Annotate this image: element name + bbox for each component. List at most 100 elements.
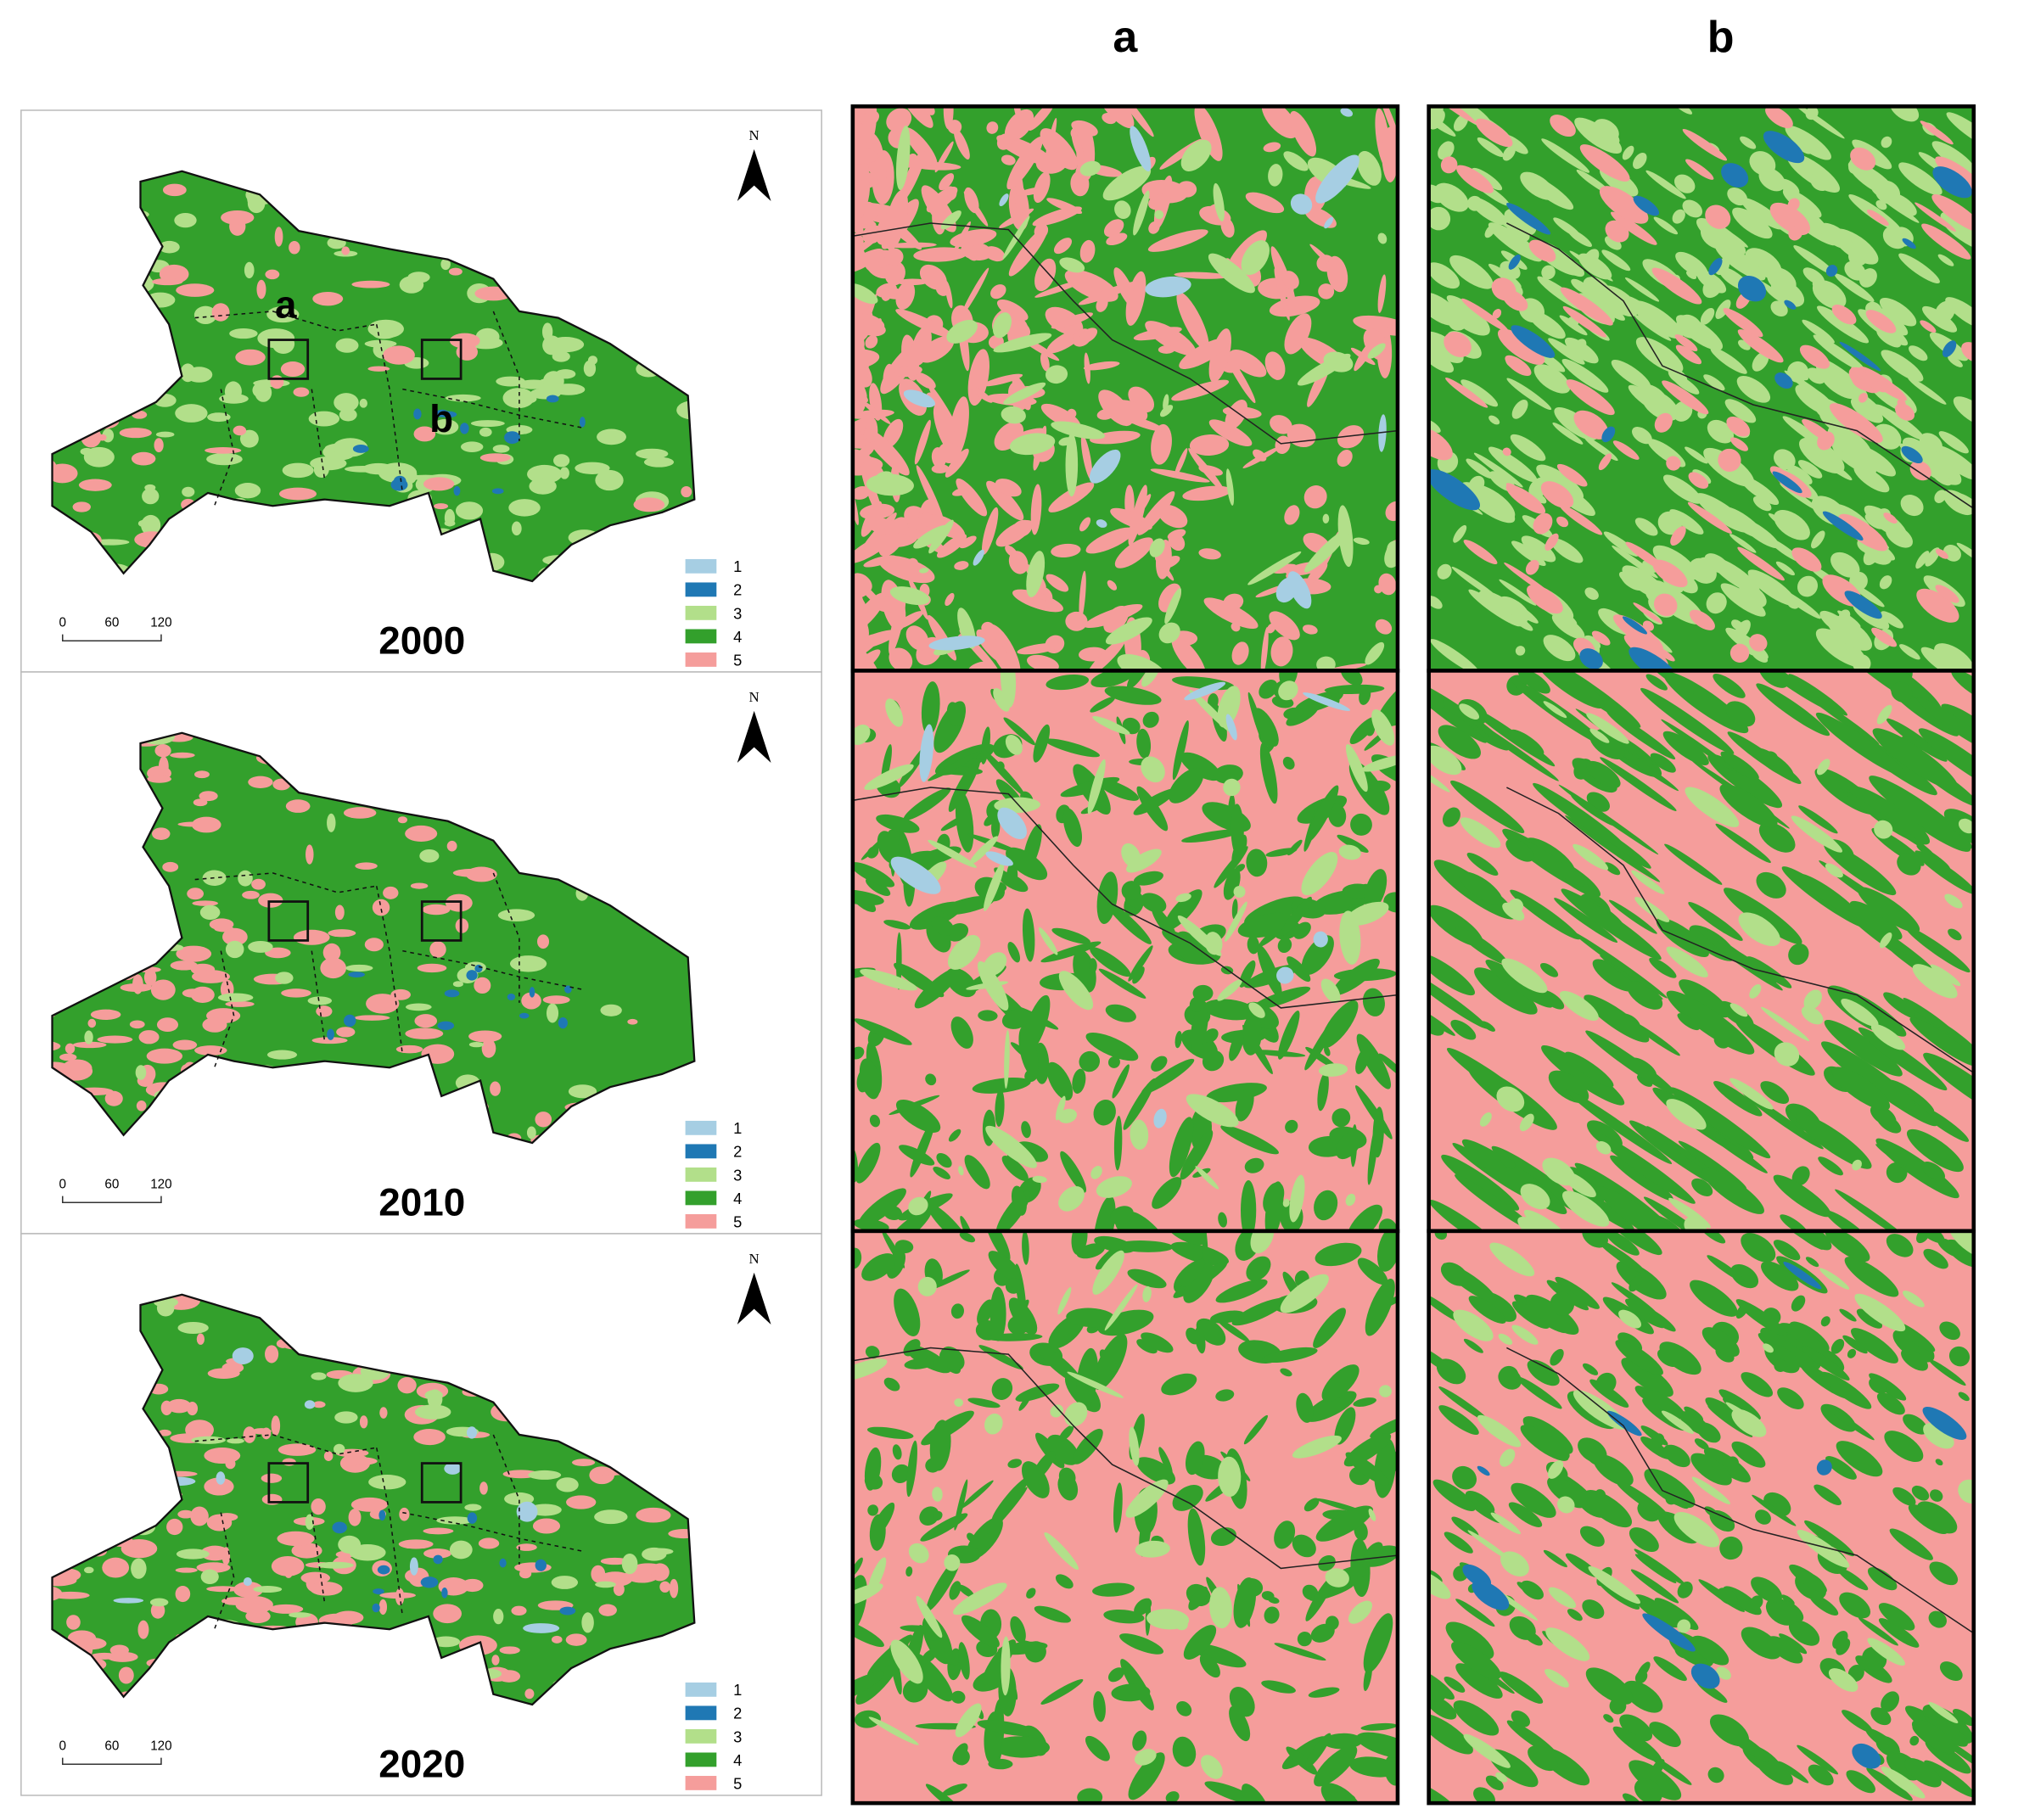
land-patch	[1046, 1061, 1074, 1100]
scale-bar	[61, 634, 162, 642]
land-patch	[1875, 1138, 1959, 1199]
land-patch	[1701, 1168, 1764, 1214]
land-patch	[1432, 1479, 1476, 1511]
legend-label: 1	[733, 557, 742, 575]
land-patch	[524, 1688, 535, 1700]
water	[435, 409, 449, 417]
land-patch	[1005, 545, 1018, 558]
land-patch	[1500, 1156, 1516, 1169]
land-patch	[526, 1126, 536, 1140]
land-patch	[1472, 1580, 1510, 1610]
land-patch	[644, 1548, 674, 1555]
land-patch	[1631, 870, 1665, 894]
water	[437, 1021, 455, 1030]
land-patch	[397, 816, 407, 824]
land-patch	[1375, 619, 1393, 635]
land-patch	[1134, 1598, 1152, 1616]
legend-label: 4	[733, 1751, 742, 1769]
land-patch	[1650, 1755, 1692, 1785]
land-patch	[1233, 1577, 1257, 1628]
land-patch	[1363, 1613, 1393, 1673]
land-patch	[1703, 1447, 1751, 1483]
land-patch	[854, 1710, 881, 1728]
land-patch	[1213, 182, 1225, 221]
land-patch	[1643, 1196, 1723, 1231]
land-patch	[1315, 154, 1359, 204]
land-patch	[1729, 1003, 1748, 1017]
land-patch	[1674, 334, 1698, 352]
land-patch	[945, 448, 969, 478]
scale-label: 120	[150, 1177, 171, 1191]
land-patch	[1189, 434, 1230, 456]
land-patch	[1283, 707, 1303, 720]
legend-label: 4	[733, 628, 742, 646]
land-patch	[422, 904, 451, 916]
land-patch	[1079, 570, 1086, 620]
water	[504, 431, 520, 445]
land-patch	[1815, 712, 1906, 777]
land-patch	[1795, 1113, 1872, 1169]
land-patch	[1093, 1691, 1106, 1722]
land-patch	[1858, 1617, 1898, 1646]
land-patch	[1287, 956, 1311, 983]
land-patch	[991, 1476, 1029, 1522]
land-patch	[1659, 1341, 1701, 1375]
land-patch	[878, 555, 935, 584]
land-patch	[1653, 216, 1679, 235]
land-patch	[281, 988, 311, 998]
land-patch	[1175, 893, 1191, 903]
land-patch	[916, 1595, 943, 1638]
land-patch	[1350, 347, 1376, 366]
land-patch	[1233, 886, 1246, 899]
land-patch	[1198, 465, 1223, 476]
land-patch	[1939, 1661, 1963, 1682]
land-patch	[1644, 1468, 1696, 1509]
land-patch	[1911, 1485, 1930, 1501]
land-patch	[1244, 1157, 1264, 1173]
year-label: 2010	[378, 1180, 465, 1224]
land-patch	[1365, 1279, 1395, 1336]
land-patch	[1691, 1178, 1713, 1196]
land-patch	[1786, 464, 1813, 484]
land-patch	[244, 261, 255, 279]
land-patch	[600, 1004, 622, 1016]
land-patch	[194, 1045, 227, 1056]
land-patch	[1005, 735, 1023, 755]
land-patch	[895, 309, 954, 339]
land-patch	[410, 882, 429, 889]
land-patch	[1010, 1616, 1026, 1644]
land-patch	[1799, 344, 1830, 369]
legend-swatch	[685, 1682, 717, 1697]
land-patch	[1856, 1308, 1883, 1329]
land-patch	[1835, 1189, 1910, 1231]
land-patch	[918, 568, 929, 574]
land-patch	[334, 1443, 345, 1454]
land-patch	[1046, 198, 1083, 215]
land-patch	[1349, 1756, 1398, 1778]
land-patch	[1843, 990, 1907, 1037]
land-patch	[1072, 1068, 1086, 1094]
land-patch	[492, 445, 510, 453]
land-patch	[367, 366, 390, 372]
land-patch	[341, 246, 350, 255]
land-patch	[1879, 932, 1892, 949]
land-patch	[953, 1748, 970, 1766]
land-patch	[1282, 1198, 1290, 1207]
land-patch	[362, 462, 395, 475]
land-patch	[892, 1444, 902, 1460]
land-patch	[1064, 1402, 1088, 1427]
land-patch	[1367, 343, 1386, 359]
land-patch	[1850, 147, 1876, 171]
land-patch	[1001, 1636, 1011, 1696]
land-patch	[1001, 406, 1026, 424]
land-patch	[1533, 782, 1628, 850]
zoom-frame	[1427, 1229, 1976, 1806]
land-patch	[1058, 1108, 1077, 1123]
land-patch	[1585, 1667, 1634, 1705]
land-patch	[397, 1376, 417, 1394]
land-patch	[1932, 461, 1961, 482]
land-patch	[1151, 905, 1177, 942]
land-patch	[1586, 713, 1629, 744]
land-patch	[1756, 871, 1786, 899]
land-patch	[359, 1415, 368, 1429]
